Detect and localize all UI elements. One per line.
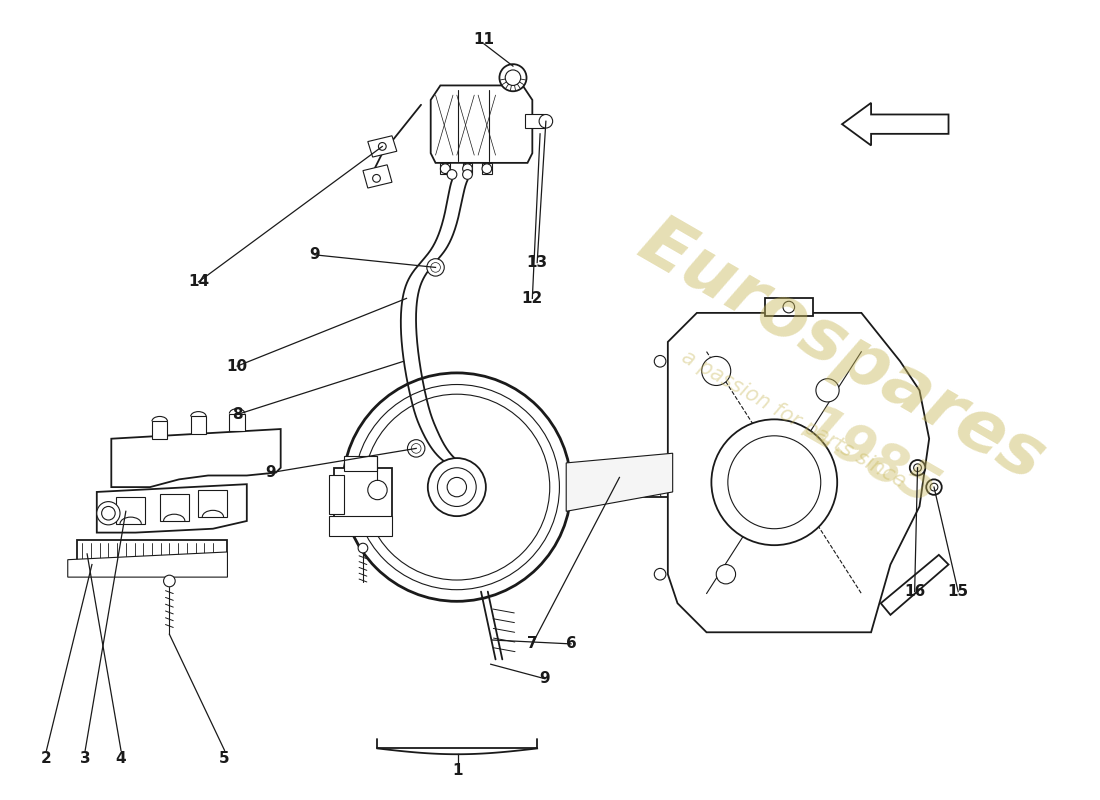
Bar — [764, 298, 813, 316]
Circle shape — [482, 164, 492, 174]
Circle shape — [914, 464, 922, 472]
Circle shape — [359, 543, 367, 553]
Bar — [160, 494, 189, 521]
Text: a passion for parts since: a passion for parts since — [678, 347, 910, 492]
Bar — [230, 414, 245, 431]
Circle shape — [97, 502, 120, 525]
Circle shape — [438, 468, 476, 506]
Text: 11: 11 — [473, 33, 494, 47]
Bar — [343, 456, 377, 470]
Circle shape — [378, 142, 386, 150]
Bar — [77, 540, 228, 567]
Circle shape — [728, 436, 821, 529]
Polygon shape — [367, 136, 397, 157]
Bar — [440, 163, 450, 174]
Text: 9: 9 — [309, 247, 320, 262]
Text: 1: 1 — [452, 763, 463, 778]
Circle shape — [931, 483, 938, 491]
Circle shape — [101, 506, 116, 520]
Circle shape — [440, 164, 450, 174]
Polygon shape — [881, 555, 948, 615]
Text: 6: 6 — [565, 637, 576, 651]
Bar — [117, 497, 145, 524]
Circle shape — [407, 440, 425, 457]
Polygon shape — [111, 429, 280, 487]
Circle shape — [539, 114, 552, 128]
Polygon shape — [842, 103, 948, 146]
Text: 13: 13 — [527, 255, 548, 270]
Circle shape — [373, 174, 381, 182]
Circle shape — [702, 357, 730, 386]
Circle shape — [463, 164, 472, 174]
Circle shape — [505, 70, 520, 86]
Text: 2: 2 — [41, 750, 52, 766]
Circle shape — [716, 565, 736, 584]
Circle shape — [428, 458, 486, 516]
Circle shape — [411, 443, 421, 454]
Text: 15: 15 — [947, 584, 969, 599]
Bar — [463, 163, 472, 174]
Text: 9: 9 — [266, 465, 276, 480]
Circle shape — [463, 170, 472, 179]
Text: 16: 16 — [904, 584, 925, 599]
Text: 1985: 1985 — [794, 399, 948, 518]
Text: Eurospares: Eurospares — [627, 207, 1057, 496]
Text: 9: 9 — [540, 671, 550, 686]
Polygon shape — [668, 313, 930, 632]
Circle shape — [654, 569, 666, 580]
Polygon shape — [329, 516, 392, 535]
Bar — [198, 490, 228, 517]
Text: 3: 3 — [80, 750, 90, 766]
Circle shape — [164, 575, 175, 586]
Circle shape — [354, 385, 560, 590]
Text: 14: 14 — [188, 274, 209, 290]
Circle shape — [499, 64, 527, 91]
Circle shape — [364, 394, 550, 580]
Circle shape — [654, 355, 666, 367]
Circle shape — [712, 419, 837, 545]
Text: 10: 10 — [227, 358, 248, 374]
Circle shape — [367, 480, 387, 500]
Circle shape — [816, 378, 839, 402]
Text: 8: 8 — [232, 407, 242, 422]
Circle shape — [427, 258, 444, 276]
Polygon shape — [97, 484, 246, 533]
Circle shape — [783, 302, 794, 313]
Bar — [525, 114, 543, 128]
Polygon shape — [566, 454, 673, 511]
Text: 7: 7 — [527, 637, 538, 651]
Circle shape — [654, 462, 666, 474]
Text: 5: 5 — [219, 750, 230, 766]
Polygon shape — [329, 475, 343, 514]
Circle shape — [448, 170, 456, 179]
Text: 12: 12 — [521, 291, 543, 306]
Circle shape — [910, 460, 925, 475]
Circle shape — [431, 262, 440, 272]
Bar — [190, 417, 206, 434]
Circle shape — [926, 479, 942, 495]
Polygon shape — [363, 165, 392, 188]
Polygon shape — [68, 552, 228, 577]
Text: 4: 4 — [116, 750, 127, 766]
Circle shape — [448, 478, 466, 497]
Circle shape — [342, 373, 571, 602]
Polygon shape — [431, 86, 532, 163]
Bar — [152, 422, 167, 438]
Bar — [482, 163, 492, 174]
Polygon shape — [334, 468, 392, 522]
